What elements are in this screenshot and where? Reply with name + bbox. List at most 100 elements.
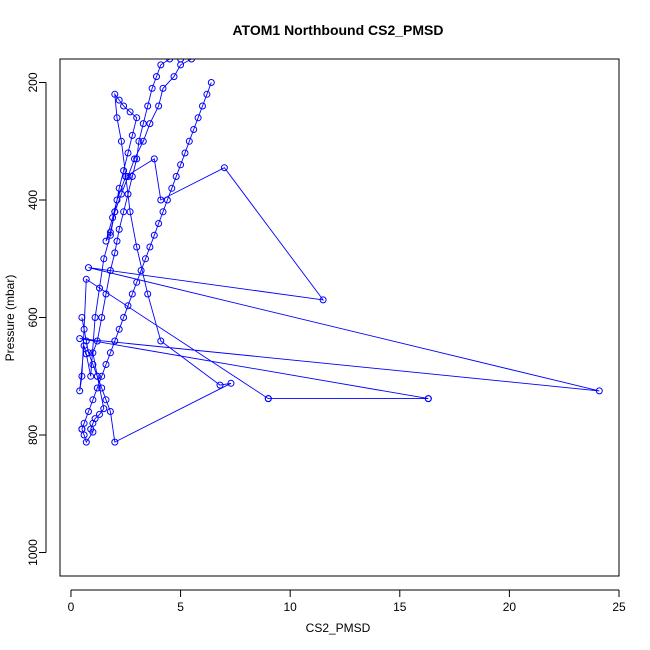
data-point [89,396,97,404]
data-point [128,131,136,139]
data-point [93,384,101,392]
data-point [85,349,92,357]
data-point [120,314,128,321]
data-point [115,325,123,333]
data-point [159,208,167,216]
data-point [194,114,202,122]
data-point [111,249,119,257]
data-point [76,387,84,395]
data-point [146,120,154,128]
data-point [120,102,128,110]
data-point [102,396,110,404]
data-point [150,155,158,163]
data-point [93,372,101,380]
data-point [80,419,88,427]
data-point [181,149,189,157]
data-point [216,381,224,389]
x-axis: 0 5 10 15 20 25 [68,589,626,614]
data-point [106,408,114,415]
data-point [100,255,108,263]
data-point [133,114,141,122]
data-point [157,337,165,345]
data-point [111,438,119,446]
data-point [131,155,138,163]
x-tick-label: 0 [68,600,75,614]
data-point [150,231,158,239]
plot-frame [59,58,620,577]
data-point [128,290,136,298]
data-point [113,237,121,245]
data-point [137,267,145,274]
data-point [144,290,152,298]
data-point [227,379,235,387]
data-point [159,84,167,92]
data-point [91,314,99,321]
data-point [78,372,86,380]
data-point [122,173,130,180]
data-point [190,126,198,133]
data-point [115,96,123,104]
data-point [142,255,149,263]
data-point [203,90,211,98]
data-point [139,120,147,128]
y-axis-label: Pressure (mbar) [3,275,17,362]
data-point [96,410,103,418]
data-point [177,61,185,69]
data-point [82,275,90,283]
y-tick-label: 1000 [26,539,40,566]
data-point [115,225,123,233]
series-line-1 [81,82,212,430]
series-line-0 [79,59,600,444]
data-point [102,361,110,368]
data-point [135,137,143,145]
x-axis-label: CS2_PMSD [306,621,371,635]
data-point [117,190,125,198]
data-point [124,149,132,157]
data-point [106,267,114,274]
y-tick-label: 200 [26,72,40,92]
data-point [80,325,88,333]
data-point [78,314,86,321]
data-point [100,405,108,413]
data-point [98,384,106,392]
data-point [153,73,160,81]
x-tick-label: 20 [503,600,517,614]
data-point [115,184,123,192]
x-tick-label: 5 [177,600,184,614]
data-point [319,296,327,304]
data-point [120,167,128,175]
data-point [102,237,110,245]
data-point [157,61,165,69]
data-point [76,335,84,343]
data-point [133,278,141,286]
data-point [220,164,228,172]
x-tick-label: 10 [283,600,297,614]
data-point [139,137,147,145]
data-point [113,114,121,122]
data-point [155,102,163,110]
data-point [109,214,117,222]
data-point [168,184,176,192]
data-point [85,264,92,272]
data-point [207,79,215,86]
data-point [82,438,90,446]
data-point [424,395,432,403]
data-point [126,208,134,216]
data-point [98,372,106,380]
data-point [89,349,97,357]
plot-area [76,59,603,446]
data-point [155,220,163,227]
data-point [80,431,88,439]
data-point [102,290,110,298]
y-axis: 200 400 600 800 1000 [26,72,47,566]
y-tick-label: 600 [26,307,40,327]
data-point [595,387,603,395]
data-point [188,59,195,63]
data-point [117,137,125,145]
data-point [146,243,154,251]
data-point [96,284,103,292]
data-point [124,190,132,198]
data-point [124,302,132,310]
data-point [113,196,121,204]
data-point [199,102,206,110]
